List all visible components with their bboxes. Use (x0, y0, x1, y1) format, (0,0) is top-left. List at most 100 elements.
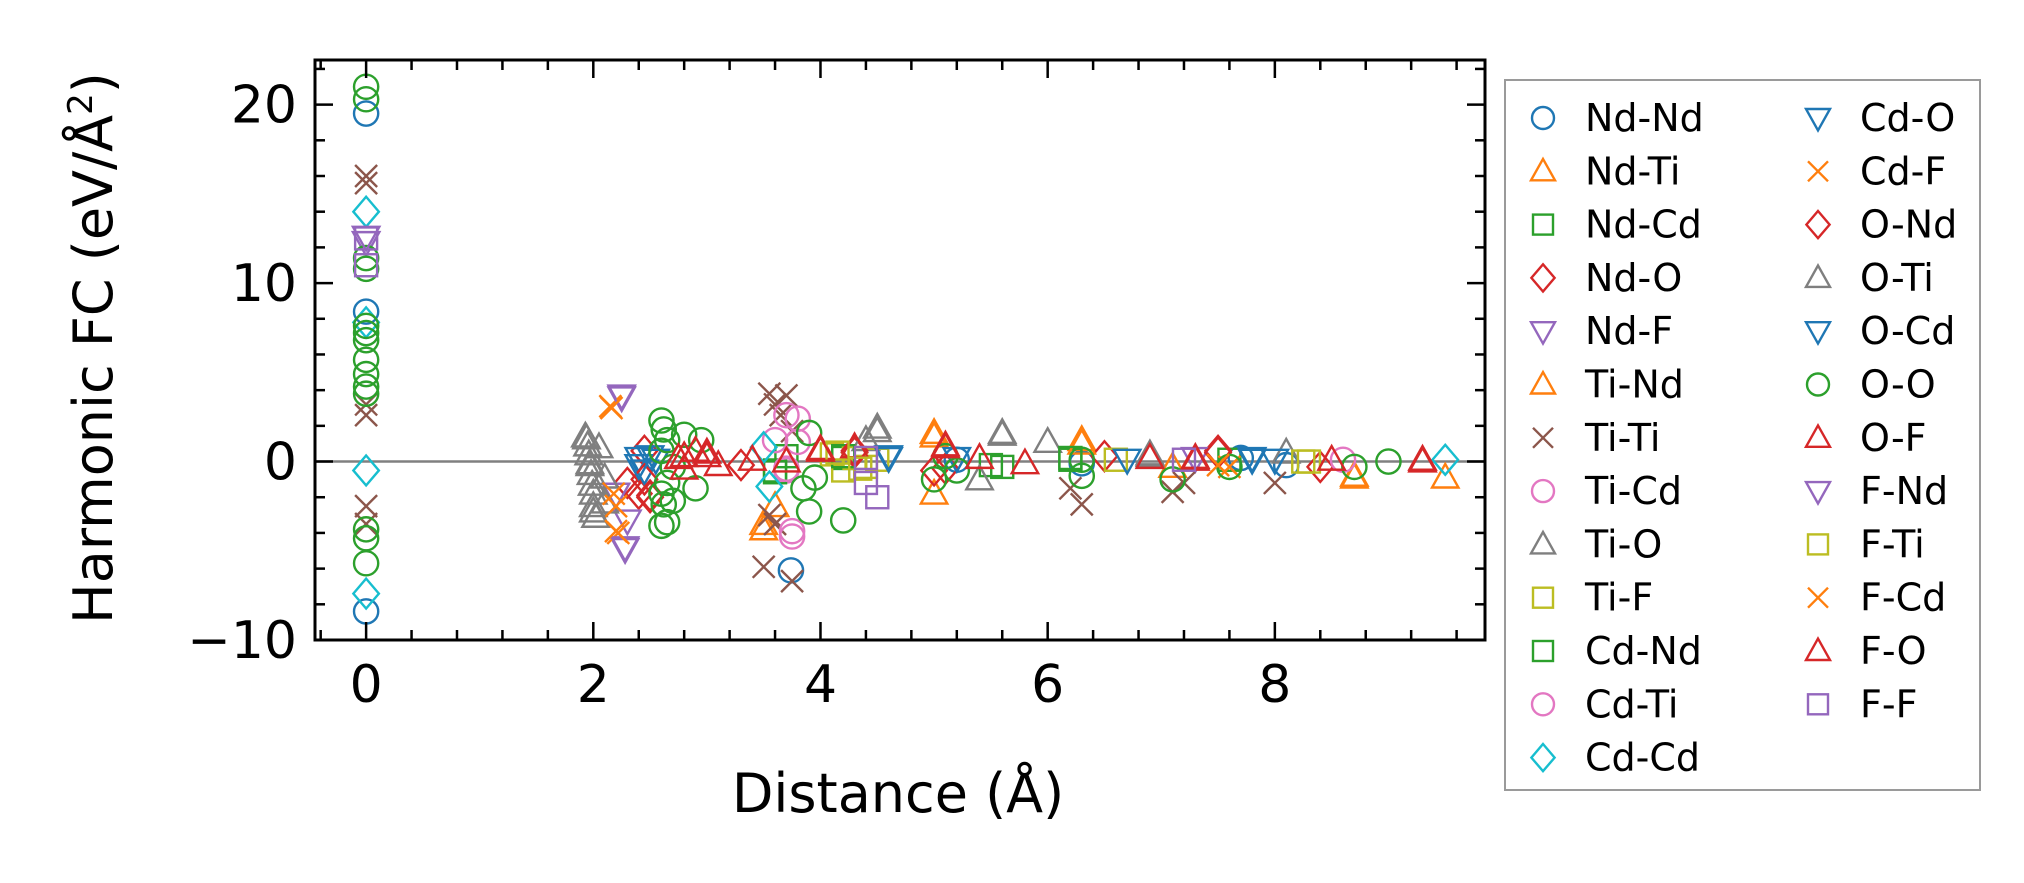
data-point (919, 453, 949, 488)
data-point (352, 100, 380, 127)
legend-item: O-F (1803, 416, 1927, 460)
data-point (1305, 450, 1335, 484)
data-point (873, 446, 904, 475)
legend-label: Ti-O (1584, 522, 1662, 566)
data-point (759, 490, 791, 518)
legend-item: F-Cd (1807, 576, 1946, 620)
data-point (612, 509, 643, 537)
data-point (352, 516, 380, 543)
legend-item: Cd-Nd (1531, 629, 1702, 673)
legend-item: Cd-O (1803, 96, 1955, 140)
data-point (1259, 448, 1291, 476)
legend-item: O-Cd (1803, 309, 1955, 353)
data-point (778, 523, 806, 550)
series-cd-cd (351, 194, 1460, 611)
data-point (1316, 443, 1347, 471)
legend-marker (1529, 742, 1557, 774)
data-point (918, 477, 950, 505)
x-tick-label: 0 (350, 655, 383, 715)
data-point (862, 411, 893, 439)
data-point (862, 415, 893, 443)
legend-marker (1530, 692, 1556, 717)
legend-label: Ti-Cd (1584, 469, 1682, 513)
data-point (352, 326, 380, 354)
data-point (930, 431, 961, 459)
series-cd-f (598, 394, 1242, 545)
legend-label: Nd-Nd (1585, 96, 1704, 140)
legend-marker (1528, 321, 1558, 347)
x-tick-label: 6 (1031, 655, 1064, 715)
data-point (691, 436, 723, 464)
data-point (650, 416, 678, 443)
legend-label: Cd-F (1860, 149, 1946, 193)
data-point (578, 477, 609, 505)
data-point (653, 508, 681, 536)
data-point (352, 346, 380, 374)
legend-item: Ti-Nd (1528, 363, 1684, 407)
legend-item: O-Nd (1804, 203, 1957, 247)
legend-item: Nd-F (1528, 309, 1673, 353)
legend-item: F-Nd (1803, 469, 1948, 513)
legend-label: Nd-F (1585, 309, 1673, 353)
legend-label: Ti-Nd (1584, 363, 1684, 407)
legend-item: Ti-Ti (1532, 416, 1660, 460)
data-point (986, 418, 1018, 446)
data-point (964, 441, 995, 470)
legend-label: O-Cd (1860, 309, 1955, 353)
data-point (354, 494, 378, 519)
data-point (726, 448, 756, 482)
data-point (778, 517, 806, 545)
series-f-f (353, 226, 1197, 510)
data-point (801, 464, 829, 491)
legend-marker (1531, 639, 1555, 663)
data-point (352, 312, 380, 340)
data-point (352, 319, 380, 347)
legend-marker (1532, 426, 1554, 449)
data-point (761, 426, 789, 454)
series-o-o (352, 73, 1402, 577)
data-point (648, 512, 675, 540)
data-point (918, 420, 950, 448)
data-point (583, 431, 615, 459)
data-point (609, 536, 641, 564)
data-point (1069, 492, 1094, 517)
legend-item: F-Ti (1806, 522, 1925, 566)
data-point (918, 416, 950, 445)
data-point (352, 549, 380, 577)
data-point (668, 440, 700, 468)
data-point (749, 430, 779, 465)
data-point (755, 469, 784, 504)
data-point (1068, 446, 1096, 474)
legend-item: Nd-Ti (1528, 149, 1680, 193)
data-point (1407, 443, 1438, 471)
y-axis-label: Harmonic FC (eV/Å2) (61, 72, 125, 624)
data-point (691, 440, 723, 468)
legend-marker (1528, 529, 1558, 555)
data-point (1032, 425, 1063, 454)
data-point (352, 380, 380, 408)
data-point (768, 403, 793, 427)
data-point (780, 569, 804, 593)
y-axis-label-main: Harmonic FC (eV/Å (61, 115, 125, 624)
legend-marker (1530, 478, 1556, 504)
legend-item: F-O (1803, 629, 1927, 673)
data-point (1157, 450, 1188, 478)
legend-marker (1531, 586, 1555, 609)
data-point (771, 445, 802, 473)
y-tick-label: −10 (187, 611, 297, 671)
data-point (606, 386, 637, 414)
data-point (751, 554, 776, 579)
data-point (351, 576, 381, 611)
data-point (1291, 449, 1316, 474)
legend-item: Ti-Cd (1530, 469, 1682, 513)
axes: 0 2 4 6 8 −10 0 10 20 (187, 58, 1487, 715)
data-point (353, 253, 379, 278)
legend-label: Cd-Ti (1585, 682, 1678, 726)
legend-label: F-Cd (1860, 576, 1946, 620)
data-point (964, 463, 995, 491)
legend-label: F-O (1860, 629, 1927, 673)
legend-item: Cd-Cd (1529, 736, 1700, 780)
legend-item: O-Ti (1803, 256, 1934, 300)
data-point (1430, 442, 1460, 477)
data-point (604, 519, 628, 543)
